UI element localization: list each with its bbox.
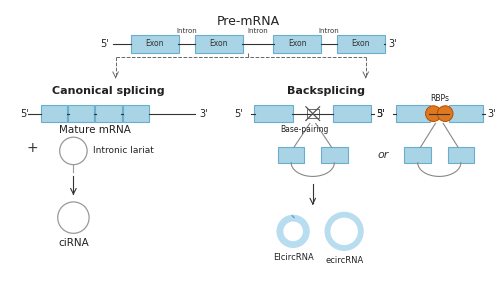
FancyBboxPatch shape <box>333 105 371 122</box>
Text: 3': 3' <box>199 109 207 119</box>
Text: or: or <box>378 150 389 160</box>
Text: 3': 3' <box>376 109 385 119</box>
FancyBboxPatch shape <box>396 105 430 122</box>
Text: Canonical splicing: Canonical splicing <box>52 86 164 96</box>
FancyBboxPatch shape <box>278 146 304 163</box>
FancyBboxPatch shape <box>448 105 483 122</box>
FancyBboxPatch shape <box>404 146 431 163</box>
Text: ecircRNA: ecircRNA <box>325 256 364 265</box>
FancyBboxPatch shape <box>321 146 347 163</box>
FancyBboxPatch shape <box>337 35 385 53</box>
Circle shape <box>438 106 453 122</box>
Text: 5': 5' <box>20 109 29 119</box>
FancyBboxPatch shape <box>273 35 321 53</box>
FancyBboxPatch shape <box>194 35 242 53</box>
Text: Exon: Exon <box>146 40 164 48</box>
FancyBboxPatch shape <box>96 105 122 122</box>
Text: Pre-mRNA: Pre-mRNA <box>216 15 280 28</box>
Text: RBPs: RBPs <box>430 94 449 103</box>
Text: Exon: Exon <box>352 40 370 48</box>
FancyBboxPatch shape <box>254 105 292 122</box>
Circle shape <box>330 218 358 245</box>
Text: 5': 5' <box>376 109 386 119</box>
Text: 5': 5' <box>234 109 243 119</box>
Text: Backsplicing: Backsplicing <box>288 86 366 96</box>
Circle shape <box>284 222 303 241</box>
Text: 3': 3' <box>388 39 397 49</box>
Text: 5': 5' <box>100 39 108 49</box>
FancyBboxPatch shape <box>68 105 94 122</box>
Text: Intron: Intron <box>318 28 340 34</box>
Text: Base-pairing: Base-pairing <box>280 125 329 134</box>
FancyBboxPatch shape <box>40 105 67 122</box>
FancyBboxPatch shape <box>123 105 150 122</box>
Text: Exon: Exon <box>288 40 306 48</box>
FancyBboxPatch shape <box>131 35 179 53</box>
Text: Exon: Exon <box>210 40 228 48</box>
Circle shape <box>276 215 310 248</box>
Text: Mature mRNA: Mature mRNA <box>59 125 131 135</box>
Text: EIcircRNA: EIcircRNA <box>273 253 314 262</box>
Circle shape <box>324 212 364 251</box>
Text: 3': 3' <box>488 109 496 119</box>
FancyBboxPatch shape <box>306 109 319 118</box>
Text: Intron: Intron <box>248 28 268 34</box>
Text: Intronic lariat: Intronic lariat <box>93 146 154 155</box>
Text: +: + <box>26 141 38 155</box>
Text: Intron: Intron <box>176 28 197 34</box>
Text: ciRNA: ciRNA <box>58 238 89 248</box>
Circle shape <box>426 106 442 122</box>
FancyBboxPatch shape <box>448 146 474 163</box>
